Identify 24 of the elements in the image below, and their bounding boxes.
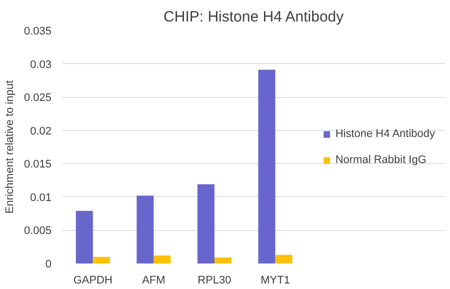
y-tick-label: 0.005 xyxy=(24,225,52,238)
y-tick-label: 0.02 xyxy=(30,125,52,138)
bar xyxy=(258,70,276,264)
x-tick-label: RPL30 xyxy=(198,274,232,286)
bar xyxy=(214,258,232,264)
y-tick-label: 0 xyxy=(45,258,52,270)
y-tick-label: 0.025 xyxy=(24,92,52,104)
legend-label: Normal Rabbit IgG xyxy=(335,154,426,166)
bar xyxy=(76,210,93,264)
bar xyxy=(197,184,214,264)
x-tick-label: GAPDH xyxy=(73,274,113,286)
bar xyxy=(275,254,292,264)
y-tick-label: 0.01 xyxy=(30,192,52,204)
y-tick-label: 0.015 xyxy=(24,158,52,171)
bar xyxy=(136,196,154,264)
legend-label: Histone H4 Antibody xyxy=(335,128,435,140)
y-tick-label: 0.035 xyxy=(24,26,52,38)
chart-title: CHIP: Histone H4 Antibody xyxy=(164,8,344,26)
x-tick-label: MYT1 xyxy=(260,274,290,286)
y-axis-title: Enrichment relative to input xyxy=(4,80,16,214)
bar xyxy=(154,256,171,264)
bar xyxy=(92,256,110,264)
y-tick-label: 0.03 xyxy=(30,58,52,71)
x-tick-label: AFM xyxy=(142,274,166,286)
